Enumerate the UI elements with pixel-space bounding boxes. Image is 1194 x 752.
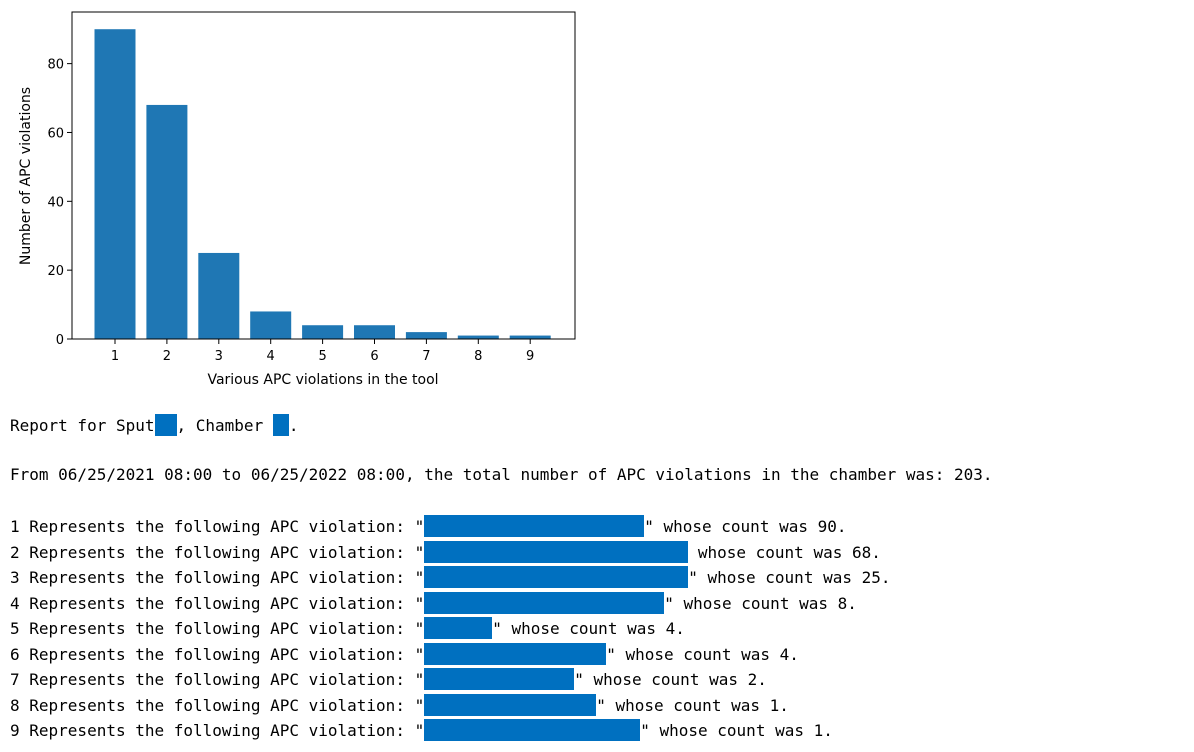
report-title-suffix: . [288, 416, 299, 435]
violation-line: 7 Represents the following APC violation… [10, 668, 767, 690]
bar-5 [302, 325, 344, 339]
x-tick-label: 2 [163, 349, 171, 364]
redacted-violation-name [424, 566, 689, 588]
x-tick-label: 3 [215, 349, 223, 364]
violation-line: 8 Represents the following APC violation… [10, 693, 789, 716]
x-axis-label: Various APC violations in the tool [207, 372, 438, 388]
violation-prefix: 1 Represents the following APC violation… [10, 517, 425, 536]
redacted-violation-name [424, 642, 607, 665]
y-tick-label: 80 [47, 58, 64, 73]
violation-suffix: " whose count was 90. [644, 517, 847, 536]
bar-3 [198, 252, 240, 339]
bar-2 [146, 104, 188, 339]
bar-7 [405, 332, 447, 339]
x-tick-label: 1 [111, 349, 119, 364]
violation-prefix: 3 Represents the following APC violation… [10, 568, 425, 587]
bar-6 [354, 325, 395, 339]
redacted-violation-name [424, 617, 493, 639]
violation-prefix: 2 Represents the following APC violation… [10, 542, 425, 562]
report-title: Report for Sput , Chamber . [10, 414, 298, 436]
x-tick-label: 5 [318, 349, 326, 364]
violation-line: 6 Represents the following APC violation… [10, 642, 799, 665]
violation-suffix: whose count was 68. [688, 542, 881, 562]
y-tick-label: 0 [56, 333, 64, 348]
violation-line: 5 Represents the following APC violation… [10, 617, 685, 639]
x-tick-label: 9 [526, 349, 534, 364]
redacted-violation-name [424, 693, 597, 716]
violation-prefix: 8 Represents the following APC violation… [10, 695, 425, 715]
bar-9 [509, 335, 551, 339]
violation-suffix: " whose count was 1. [640, 721, 833, 740]
violation-line: 1 Represents the following APC violation… [10, 515, 847, 537]
violation-suffix: " whose count was 4. [492, 619, 685, 638]
redacted-violation-name [424, 719, 641, 741]
violation-line: 4 Represents the following APC violation… [10, 591, 857, 614]
violation-line: 3 Represents the following APC violation… [10, 566, 891, 588]
plot-frame [71, 11, 576, 340]
redacted-violation-name [424, 540, 689, 563]
violation-suffix: " whose count was 2. [574, 670, 767, 689]
bars [94, 29, 551, 340]
x-tick-label: 8 [474, 349, 482, 364]
x-tick-label: 7 [422, 349, 430, 364]
violation-prefix: 6 Represents the following APC violation… [10, 644, 425, 664]
y-ticks: 0 20 40 60 80 [47, 58, 72, 348]
violation-prefix: 9 Represents the following APC violation… [10, 721, 425, 740]
x-ticks: 1 2 3 4 5 6 7 8 9 [111, 339, 534, 364]
violation-prefix: 5 Represents the following APC violation… [10, 619, 425, 638]
bar-chart: 1 2 3 4 5 6 7 8 9 0 20 40 60 80 Various APC violatio… [18, 11, 576, 388]
violation-suffix: " whose count was 4. [606, 644, 799, 664]
redacted-chamber-id [272, 414, 289, 436]
redacted-violation-name [424, 668, 575, 690]
violation-prefix: 7 Represents the following APC violation… [10, 670, 425, 689]
violation-suffix: " whose count was 8. [664, 593, 857, 613]
x-tick-label: 4 [267, 349, 275, 364]
violation-suffix: " whose count was 1. [596, 695, 789, 715]
bar-8 [457, 335, 499, 339]
redacted-violation-name [424, 515, 645, 537]
y-tick-label: 20 [47, 264, 64, 279]
report-title-prefix: Report for Sput [10, 416, 155, 435]
bar-4 [250, 311, 292, 339]
redacted-tool-id [154, 414, 177, 436]
y-tick-label: 40 [47, 195, 64, 210]
violation-line: 2 Represents the following APC violation… [10, 540, 881, 563]
violation-prefix: 4 Represents the following APC violation… [10, 593, 425, 613]
y-tick-label: 60 [47, 126, 64, 141]
report-title-mid: , Chamber [176, 416, 273, 435]
violation-suffix: " whose count was 25. [688, 568, 891, 587]
redacted-violation-name [424, 591, 665, 614]
violation-line: 9 Represents the following APC violation… [10, 719, 833, 741]
report-summary: From 06/25/2021 08:00 to 06/25/2022 08:0… [10, 465, 993, 484]
y-axis-label: Number of APC violations [18, 87, 34, 265]
x-tick-label: 6 [370, 349, 378, 364]
bar-1 [94, 29, 136, 340]
